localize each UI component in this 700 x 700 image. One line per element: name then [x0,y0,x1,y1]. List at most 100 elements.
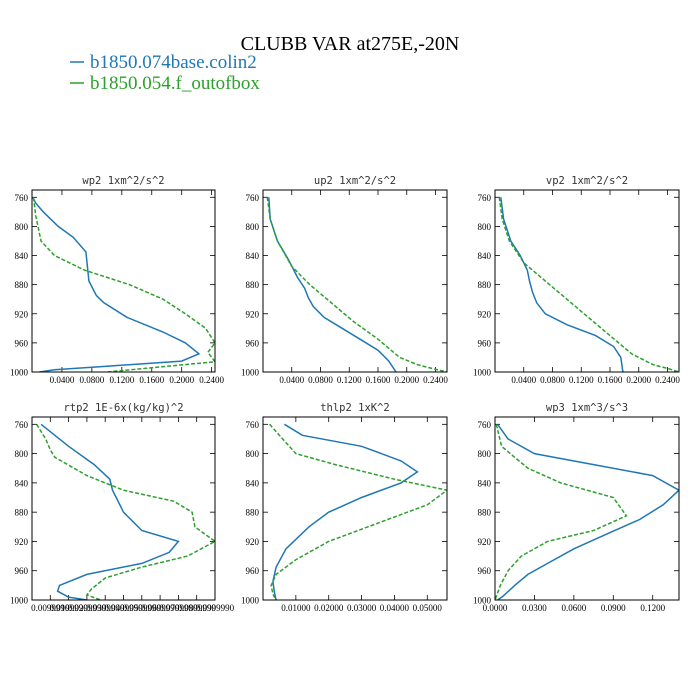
x-tick-label: 0.2400 [655,375,680,385]
x-tick-label: 0.1600 [366,375,391,385]
y-tick-label: 880 [246,280,260,290]
y-tick-label: 920 [15,309,29,319]
panel-4: rtp2 1E-6x(kg/kg)^2 760 800 840 880 920 960 100… [10,402,235,613]
panel-1: wp2 1xm^2/s^2 760 800 840 880 920 960 1000 0.040… [10,175,225,385]
panels: wp2 1xm^2/s^2 760 800 840 880 920 960 1000 0.040… [10,175,680,613]
y-tick-label: 1000 [473,596,492,606]
x-tick-label: 0.01000 [281,603,311,613]
x-tick-label: 0.0800 [540,375,565,385]
y-tick-label: 760 [478,420,492,430]
x-tick-label: 0.2400 [423,375,448,385]
y-tick-label: 960 [478,566,492,576]
x-tick-label: 0.03000 [347,603,377,613]
y-tick-label: 880 [15,280,29,290]
x-tick-label: 0.02000 [314,603,344,613]
figure-title: CLUBB VAR at275E,-20N [241,33,460,55]
x-tick-label: 0.1200 [640,603,665,613]
y-tick-label: 800 [15,449,29,459]
y-tick-label: 840 [15,478,29,488]
y-tick-label: 960 [246,566,260,576]
plot-frame [262,189,448,373]
x-tick-label: 0.1600 [139,375,164,385]
series-line-outofbox [35,423,215,600]
y-tick-label: 760 [246,193,260,203]
y-tick-label: 840 [478,478,492,488]
legend: b1850.074base.colin2 b1850.054.f_outofbo… [70,52,260,94]
legend-label-1: b1850.074base.colin2 [90,52,257,73]
x-tick-label: 0.0499990 [104,603,143,613]
plot-frame [494,416,680,601]
x-tick-label: 0.1200 [337,375,362,385]
panel-title: wp3 1xm^3/s^3 [546,402,628,414]
x-tick-label: 0.0800 [308,375,333,385]
plot-frame [31,416,216,601]
series-line-outofbox [498,197,679,372]
series-line-base [496,423,679,600]
y-tick-label: 960 [15,566,29,576]
y-tick-label: 800 [15,222,29,232]
panel-title: thlp2 1xK^2 [320,402,390,414]
series-line-base [268,197,397,372]
y-tick-label: 1000 [241,368,260,378]
y-tick-label: 920 [15,537,29,547]
series-line-outofbox [266,197,447,372]
x-tick-label: 0.0699990 [141,603,180,613]
panel-title: rtp2 1E-6x(kg/kg)^2 [63,402,183,414]
y-tick-label: 760 [15,193,29,203]
x-tick-label: 0.0600 [561,603,586,613]
y-tick-label: 920 [478,309,492,319]
x-tick-label: 0.0000 [483,603,508,613]
y-tick-label: 960 [15,338,29,348]
y-tick-label: 960 [478,338,492,348]
y-tick-label: 920 [478,537,492,547]
legend-label-2: b1850.054.f_outofbox [90,73,260,94]
panel-2: up2 1xm^2/s^2 760 800 840 880 920 960 1000 0.040… [241,175,448,385]
panel-6: wp3 1xm^3/s^3 760 800 840 880 920 960 10000.000… [473,402,680,613]
x-tick-label: 0.0399990 [86,603,125,613]
x-tick-label: 0.1200 [109,375,134,385]
y-tick-label: 880 [478,280,492,290]
y-tick-label: 800 [478,449,492,459]
series-line-base [40,423,180,600]
panel-title: up2 1xm^2/s^2 [314,175,396,187]
y-tick-label: 760 [15,420,29,430]
y-tick-label: 1000 [241,596,260,606]
series-line-base [272,423,419,600]
x-tick-label: 0.1200 [569,375,594,385]
y-tick-label: 800 [246,222,260,232]
y-tick-label: 840 [478,251,492,261]
x-tick-label: 0.0900 [601,603,626,613]
x-tick-label: 0.0300 [522,603,547,613]
x-tick-label: 0.2000 [394,375,419,385]
y-tick-label: 1000 [10,596,29,606]
x-tick-label: 0.0999990 [196,603,235,613]
y-tick-label: 1000 [473,368,492,378]
y-tick-label: 880 [478,508,492,518]
x-tick-label: 0.0800 [80,375,105,385]
y-tick-label: 800 [246,449,260,459]
x-tick-label: 0.2400 [199,375,224,385]
series-line-outofbox [32,197,215,372]
panel-5: thlp2 1xK^2 760 800 840 880 920 960 1000 0.01000… [241,402,448,613]
x-tick-label: 0.1600 [598,375,623,385]
x-tick-label: 0.04000 [380,603,410,613]
x-tick-label: 0.2000 [169,375,194,385]
x-tick-label: 0.0400 [50,375,75,385]
x-tick-label: 0.2000 [626,375,651,385]
series-line-outofbox [495,424,628,600]
y-tick-label: 920 [246,309,260,319]
y-tick-label: 880 [246,508,260,518]
y-tick-label: 840 [15,251,29,261]
y-tick-label: 920 [246,537,260,547]
y-tick-label: 1000 [10,368,29,378]
x-tick-label: 0.0199990 [49,603,88,613]
panel-3: vp2 1xm^2/s^2 760 800 840 880 920 960 1000 0.040… [473,175,680,385]
x-tick-label: 0.0400 [511,375,536,385]
y-tick-label: 840 [246,478,260,488]
plot-frame [262,416,448,601]
x-tick-label: 0.0799990 [159,603,198,613]
series-line-base [500,197,624,372]
x-tick-label: 0.05000 [413,603,443,613]
x-tick-label: 0.0400 [279,375,304,385]
